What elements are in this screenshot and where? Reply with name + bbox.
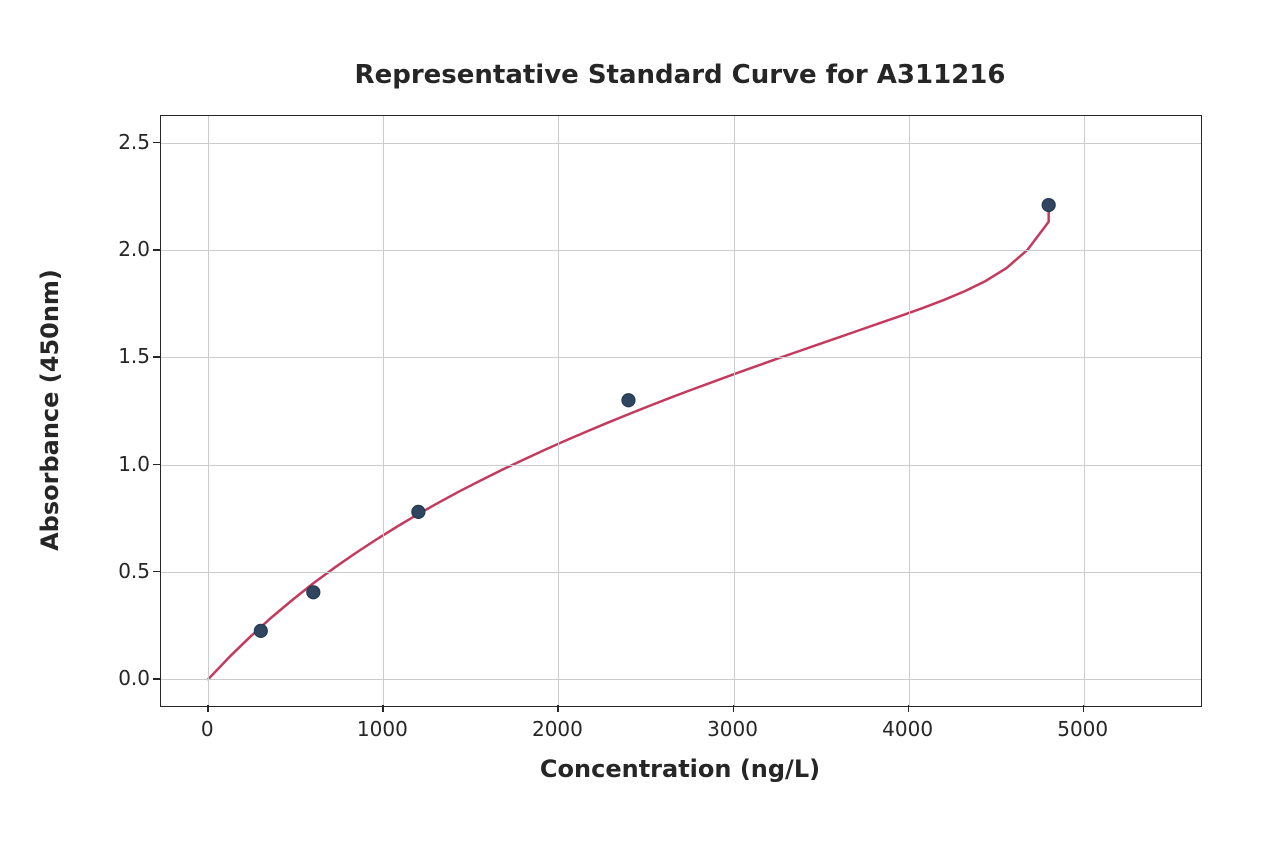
y-grid-line bbox=[161, 250, 1201, 251]
y-tick bbox=[153, 571, 160, 573]
x-axis-label: Concentration (ng/L) bbox=[540, 755, 820, 783]
y-tick bbox=[153, 249, 160, 251]
y-grid-line bbox=[161, 143, 1201, 144]
y-tick-label: 1.5 bbox=[110, 344, 150, 368]
y-grid-line bbox=[161, 357, 1201, 358]
y-grid-line bbox=[161, 465, 1201, 466]
x-tick bbox=[207, 705, 209, 712]
data-point bbox=[307, 586, 320, 599]
y-tick-label: 2.0 bbox=[110, 237, 150, 261]
x-tick-label: 2000 bbox=[532, 717, 583, 741]
y-axis-label: Absorbance (450nm) bbox=[36, 269, 64, 551]
plot-svg bbox=[161, 116, 1201, 706]
data-point bbox=[1042, 199, 1055, 212]
x-grid-line bbox=[383, 116, 384, 706]
chart-title: Representative Standard Curve for A31121… bbox=[355, 60, 1006, 90]
x-grid-line bbox=[208, 116, 209, 706]
x-tick bbox=[557, 705, 559, 712]
x-tick bbox=[1083, 705, 1085, 712]
y-tick-label: 0.0 bbox=[110, 666, 150, 690]
x-grid-line bbox=[1084, 116, 1085, 706]
y-tick bbox=[153, 464, 160, 466]
x-tick-label: 5000 bbox=[1057, 717, 1108, 741]
plot-area bbox=[160, 115, 1202, 707]
x-tick-label: 0 bbox=[201, 717, 214, 741]
data-point bbox=[622, 394, 635, 407]
x-tick-label: 3000 bbox=[707, 717, 758, 741]
x-tick-label: 4000 bbox=[882, 717, 933, 741]
data-point bbox=[412, 505, 425, 518]
y-tick-label: 2.5 bbox=[110, 130, 150, 154]
y-tick bbox=[153, 356, 160, 358]
figure: Representative Standard Curve for A31121… bbox=[0, 0, 1280, 845]
y-tick-label: 1.0 bbox=[110, 452, 150, 476]
x-grid-line bbox=[909, 116, 910, 706]
y-tick-label: 0.5 bbox=[110, 559, 150, 583]
x-tick bbox=[908, 705, 910, 712]
x-tick-label: 1000 bbox=[357, 717, 408, 741]
y-grid-line bbox=[161, 679, 1201, 680]
y-tick bbox=[153, 142, 160, 144]
data-point bbox=[254, 624, 267, 637]
x-grid-line bbox=[734, 116, 735, 706]
x-tick bbox=[382, 705, 384, 712]
x-grid-line bbox=[558, 116, 559, 706]
x-tick bbox=[733, 705, 735, 712]
y-tick bbox=[153, 678, 160, 680]
y-grid-line bbox=[161, 572, 1201, 573]
fitted-curve bbox=[208, 205, 1048, 679]
